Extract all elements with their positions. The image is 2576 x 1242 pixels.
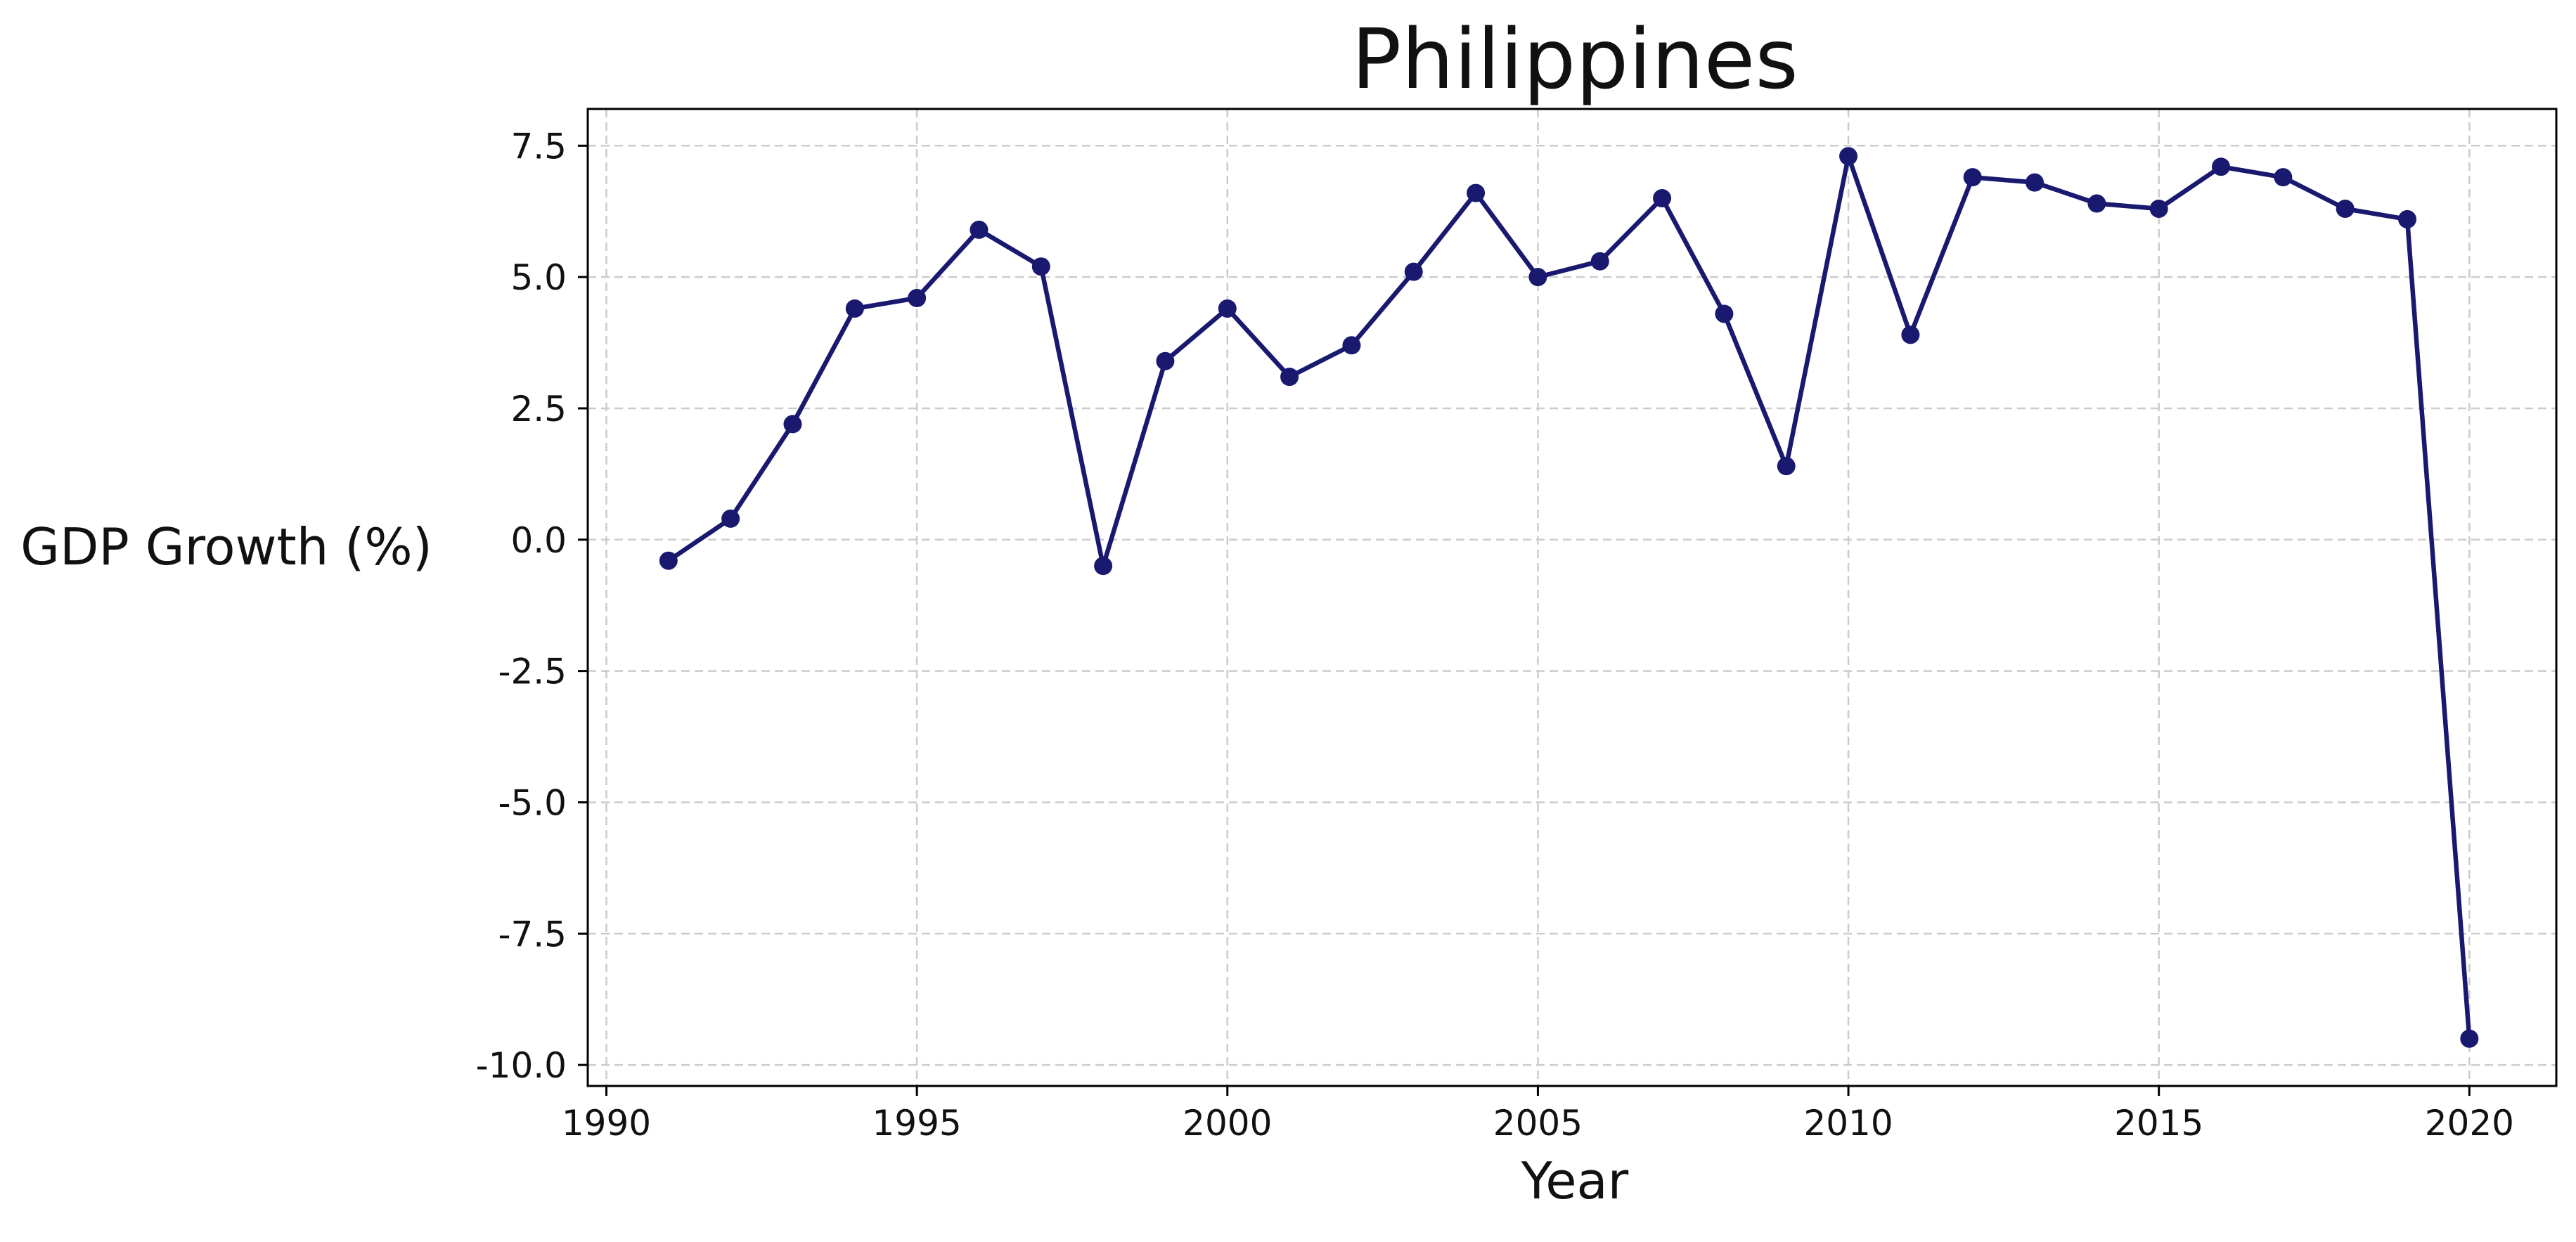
data-point — [2460, 1029, 2479, 1048]
data-point — [1901, 325, 1920, 344]
x-tick-label: 2020 — [2425, 1103, 2514, 1144]
data-point — [2149, 199, 2168, 218]
data-point — [659, 551, 678, 570]
data-point — [1653, 189, 1672, 208]
data-point — [2398, 209, 2417, 228]
data-point — [1218, 299, 1237, 318]
data-point — [1280, 368, 1299, 387]
data-point — [783, 415, 802, 434]
data-point — [1156, 351, 1175, 370]
data-point — [1467, 183, 1486, 202]
data-point — [1404, 262, 1423, 281]
tick-layer: 1990 1995 2000 2005 2010 2015 2020 7.5 5.0 2.5 0.0… — [476, 126, 2514, 1144]
data-point — [908, 289, 927, 308]
data-point — [2026, 173, 2044, 192]
x-tick-label: 1990 — [562, 1103, 651, 1144]
x-tick-label: 2005 — [1493, 1103, 1583, 1144]
data-point — [1342, 336, 1361, 355]
data-point — [2212, 157, 2231, 176]
data-point — [2087, 194, 2106, 213]
series-line — [666, 154, 2472, 1041]
y-tick-label: -2.5 — [498, 652, 567, 692]
x-tick-label: 2010 — [1803, 1103, 1893, 1144]
data-point — [1715, 304, 1734, 323]
data-point — [721, 509, 740, 528]
data-point — [1839, 147, 1858, 166]
series-layer — [659, 147, 2479, 1048]
x-axis-title: Year — [1521, 1151, 1629, 1210]
y-tick-label: -7.5 — [498, 914, 567, 955]
data-point — [2336, 199, 2355, 218]
y-tick-label: 2.5 — [510, 389, 567, 429]
data-point — [1528, 268, 1547, 287]
data-point — [970, 220, 988, 239]
y-tick-label: 5.0 — [510, 257, 567, 298]
y-tick-label: 7.5 — [510, 126, 567, 167]
chart-title: Philippines — [1351, 11, 1798, 108]
data-point — [1963, 168, 1982, 187]
y-tick-label: 0.0 — [510, 520, 567, 561]
data-point — [1094, 557, 1113, 576]
data-point — [1031, 257, 1050, 276]
data-point — [1777, 457, 1796, 476]
grid-layer — [588, 109, 2556, 1086]
x-tick-label: 1995 — [872, 1103, 962, 1144]
data-point — [1590, 252, 1609, 271]
plot-area — [586, 108, 2558, 1087]
y-tick-label: -5.0 — [498, 782, 567, 823]
y-tick-label: -10.0 — [476, 1045, 567, 1086]
data-point — [2274, 168, 2293, 187]
y-axis-title: GDP Growth (%) — [20, 517, 432, 576]
x-tick-label: 2000 — [1183, 1103, 1272, 1144]
data-point — [845, 299, 864, 318]
x-tick-label: 2015 — [2114, 1103, 2203, 1144]
